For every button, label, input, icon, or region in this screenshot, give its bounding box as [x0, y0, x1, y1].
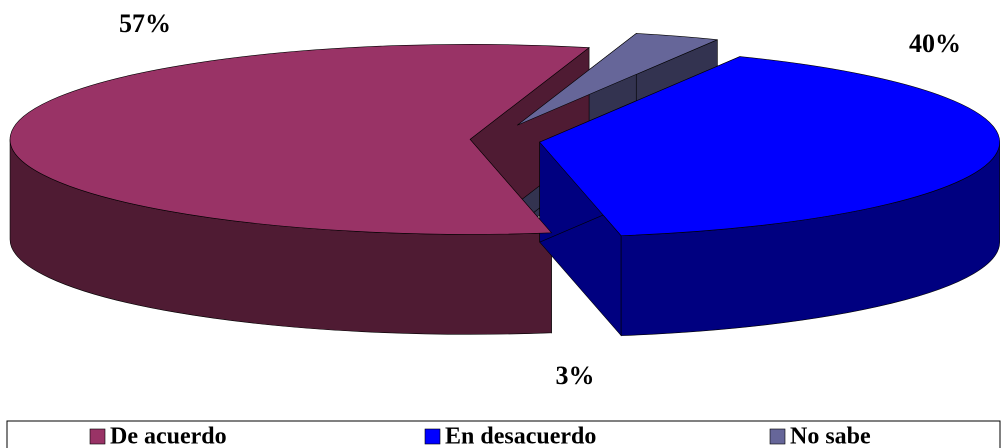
legend-swatch [769, 428, 786, 445]
slice [9, 44, 590, 235]
legend-label: De acuerdo [110, 424, 227, 448]
data-label: 57% [119, 9, 171, 38]
data-label: 40% [909, 29, 961, 58]
legend-swatch [89, 428, 106, 445]
slice [517, 33, 718, 126]
legend-label: En desacuerdo [445, 424, 596, 448]
slice [539, 56, 1000, 236]
legend-swatch [424, 428, 441, 445]
legend-box [6, 420, 1001, 448]
pie-tops [9, 33, 1000, 236]
legend-label: No sabe [790, 424, 871, 448]
data-label: 3% [556, 361, 595, 390]
